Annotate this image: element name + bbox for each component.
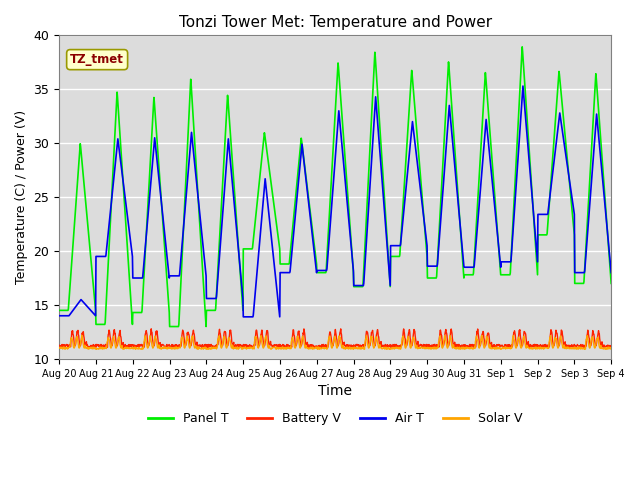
Air T xyxy=(607,270,615,276)
Line: Air T: Air T xyxy=(59,86,611,317)
Battery V xyxy=(543,344,550,349)
Y-axis label: Temperature (C) / Power (V): Temperature (C) / Power (V) xyxy=(15,110,28,284)
Air T xyxy=(240,314,248,320)
Panel T xyxy=(164,299,172,305)
Legend: Panel T, Battery V, Air T, Solar V: Panel T, Battery V, Air T, Solar V xyxy=(143,407,527,430)
Battery V xyxy=(607,344,615,350)
Title: Tonzi Tower Met: Temperature and Power: Tonzi Tower Met: Temperature and Power xyxy=(179,15,492,30)
Panel T xyxy=(493,226,501,232)
Air T xyxy=(239,314,247,320)
Solar V xyxy=(494,346,502,351)
Air T xyxy=(519,83,527,89)
Panel T xyxy=(518,44,526,50)
Solar V xyxy=(165,345,173,351)
Panel T xyxy=(179,251,186,256)
Solar V xyxy=(316,346,323,352)
Battery V xyxy=(165,342,173,348)
Panel T xyxy=(166,324,173,329)
Battery V xyxy=(55,343,63,348)
Solar V xyxy=(55,345,63,351)
Air T xyxy=(178,244,186,250)
Battery V xyxy=(422,344,429,350)
Air T xyxy=(55,313,63,319)
Solar V xyxy=(78,333,86,338)
Line: Panel T: Panel T xyxy=(59,47,611,326)
Line: Solar V: Solar V xyxy=(59,336,611,349)
Solar V xyxy=(240,344,248,350)
Battery V xyxy=(494,342,502,348)
Panel T xyxy=(543,232,550,238)
Solar V xyxy=(607,346,615,352)
Panel T xyxy=(240,246,248,252)
Panel T xyxy=(55,308,63,313)
Solar V xyxy=(543,345,550,351)
Battery V xyxy=(241,342,248,348)
Air T xyxy=(493,229,501,235)
Text: TZ_tmet: TZ_tmet xyxy=(70,53,124,66)
Air T xyxy=(543,212,550,217)
Solar V xyxy=(179,335,186,341)
Line: Battery V: Battery V xyxy=(59,329,611,348)
Solar V xyxy=(422,345,429,350)
X-axis label: Time: Time xyxy=(318,384,352,398)
Battery V xyxy=(147,326,155,332)
Air T xyxy=(421,227,429,232)
Air T xyxy=(164,268,172,274)
Panel T xyxy=(607,280,615,286)
Battery V xyxy=(166,345,174,350)
Battery V xyxy=(179,327,186,333)
Panel T xyxy=(421,230,429,236)
